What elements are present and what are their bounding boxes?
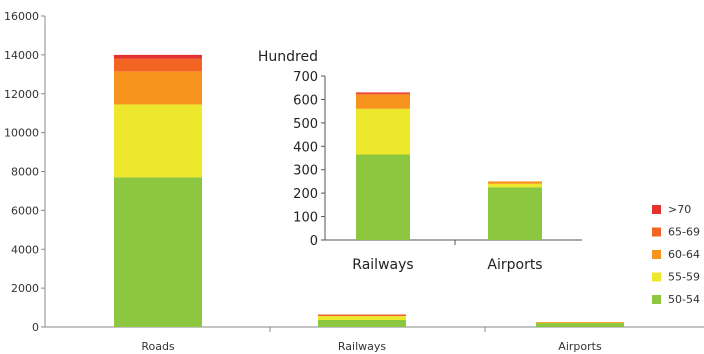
legend-label: 55-59: [668, 271, 700, 284]
main-x-category-label: Roads: [141, 340, 175, 353]
bar-segment: [318, 316, 406, 321]
inset-y-tick-label: 300: [293, 164, 318, 179]
main-chart: 0200040006000800010000120001400016000Roa…: [4, 10, 704, 353]
main-y-tick-label: 6000: [11, 204, 39, 217]
inset-bar-segment: [488, 181, 542, 184]
main-y-tick-label: 16000: [4, 10, 39, 23]
inset-y-tick-label: 600: [293, 93, 318, 108]
bar-segment: [318, 314, 406, 316]
legend: >70 65-69 60-64 55-59 50-54: [652, 203, 700, 306]
inset-y-tick-label: 200: [293, 187, 318, 202]
main-y-tick-label: 10000: [4, 127, 39, 140]
legend-swatch: [652, 272, 661, 282]
inset-bar-segment: [356, 94, 410, 109]
legend-swatch: [652, 227, 661, 237]
bar-segment: [536, 322, 624, 323]
main-y-tick-label: 2000: [11, 282, 39, 295]
inset-bar-segment: [488, 187, 542, 240]
bar-segment: [114, 54, 202, 59]
legend-swatch: [652, 250, 661, 259]
inset-y-tick-label: 500: [293, 117, 318, 132]
inset-x-category-label: Railways: [352, 257, 413, 273]
inset-x-category-label: Airports: [487, 257, 542, 273]
legend-swatch: [652, 205, 661, 214]
inset-bar-segment: [356, 93, 410, 95]
main-x-category-label: Railways: [338, 340, 387, 353]
inset-bar-segment: [356, 92, 410, 94]
inset-chart: Hundred 0 100 200 300 400 500 600 700 Railways Air…: [258, 49, 582, 273]
main-x-category-label: Airports: [558, 340, 602, 353]
inset-bar-segment: [356, 108, 410, 155]
inset-y-tick-label: 100: [293, 211, 318, 226]
main-y-tick-label: 14000: [4, 49, 39, 62]
inset-y-tick-label: 700: [293, 70, 318, 85]
main-y-tick-label: 0: [32, 321, 39, 334]
main-y-tick-label: 8000: [11, 166, 39, 179]
bar-segment: [114, 71, 202, 105]
legend-swatch: [652, 295, 661, 304]
inset-y-tick-label: 0: [310, 234, 318, 249]
bar-segment: [114, 58, 202, 72]
inset-bar-segment: [356, 154, 410, 240]
bar-segment: [114, 177, 202, 327]
legend-label: 50-54: [668, 293, 700, 306]
bar-segment: [114, 104, 202, 178]
legend-label: 60-64: [668, 248, 700, 261]
legend-label: 65-69: [668, 226, 700, 239]
inset-bar-segment: [488, 183, 542, 188]
main-y-tick-label: 4000: [11, 243, 39, 256]
inset-y-unit-label: Hundred: [258, 49, 318, 65]
bar-segment: [536, 322, 624, 327]
inset-y-tick-label: 400: [293, 140, 318, 155]
main-y-tick-label: 12000: [4, 88, 39, 101]
legend-label: >70: [668, 203, 691, 216]
bar-segment: [318, 320, 406, 327]
